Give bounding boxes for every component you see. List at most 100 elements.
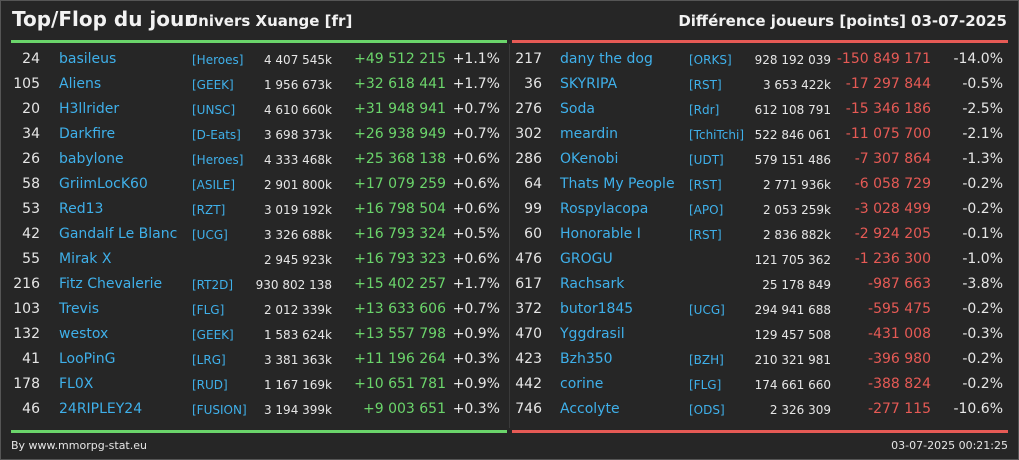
top-player-row: 41 LooPinG [LRG] 3 381 363k +11 196 264 +0.3% — [0, 347, 508, 372]
player-name-link[interactable]: Rospylacopa — [560, 201, 649, 217]
alliance-tag-link[interactable]: [LRG] — [192, 353, 226, 367]
player-name-link[interactable]: OKenobi — [560, 151, 619, 167]
alliance-tag-link[interactable]: [RST] — [689, 178, 722, 192]
alliance-tag-link[interactable]: [FLG] — [192, 303, 225, 317]
player-name-link[interactable]: Bzh350 — [560, 351, 613, 367]
player-name-link[interactable]: Accolyte — [560, 401, 620, 417]
points-difference: +13 557 798 — [354, 326, 446, 342]
alliance-tag-link[interactable]: [UDT] — [689, 153, 724, 167]
alliance-tag-link[interactable]: [GEEK] — [192, 78, 234, 92]
metric-label: Différence joueurs [points] — [678, 12, 906, 30]
alliance-tag-link[interactable]: [BZH] — [689, 353, 724, 367]
player-points: 4 407 545k — [263, 53, 332, 67]
player-name-link[interactable]: FL0X — [59, 376, 94, 392]
player-name-link[interactable]: Mirak X — [59, 251, 112, 267]
flop-player-row: 276 Soda [Rdr] 612 108 791 -15 346 186 -2.5% — [510, 97, 1018, 122]
player-name-link[interactable]: 24RIPLEY24 — [59, 401, 143, 417]
player-name-link[interactable]: butor1845 — [560, 301, 634, 317]
alliance-tag-link[interactable]: [TchiTchi] — [689, 128, 745, 142]
percent-change: +0.3% — [452, 401, 500, 417]
player-name-link[interactable]: Fitz Chevalerie — [59, 276, 163, 292]
points-difference: +11 196 264 — [354, 351, 446, 367]
flop-player-row: 746 Accolyte [ODS] 2 326 309 -277 115 -10.6% — [510, 397, 1018, 422]
player-points: 3 698 373k — [263, 128, 332, 142]
alliance-tag-link[interactable]: [APO] — [689, 203, 724, 217]
player-name-link[interactable]: basileus — [59, 51, 117, 67]
player-name-link[interactable]: Honorable I — [560, 226, 641, 242]
player-name-link[interactable]: dany the dog — [560, 51, 653, 67]
percent-change: -0.1% — [962, 226, 1003, 242]
player-points: 25 178 849 — [762, 278, 831, 292]
player-name-link[interactable]: Darkfire — [59, 126, 116, 142]
alliance-tag-link[interactable]: [ODS] — [689, 403, 725, 417]
points-difference: +16 793 323 — [354, 251, 446, 267]
player-name-link[interactable]: meardin — [560, 126, 618, 142]
percent-change: +1.7% — [452, 276, 500, 292]
percent-change: -14.0% — [953, 51, 1003, 67]
universe-label: Univers Xuange [fr] — [186, 12, 353, 30]
player-points: 210 321 981 — [754, 353, 831, 367]
percent-change: -0.2% — [962, 201, 1003, 217]
alliance-tag-link[interactable]: [FUSION] — [192, 403, 247, 417]
alliance-tag-link[interactable]: [UCG] — [192, 228, 228, 242]
player-name-link[interactable]: Yggdrasil — [560, 326, 625, 342]
player-name-link[interactable]: LooPinG — [59, 351, 116, 367]
player-name-link[interactable]: corine — [560, 376, 604, 392]
generated-timestamp: 03-07-2025 00:21:25 — [891, 439, 1008, 452]
player-points: 174 661 660 — [754, 378, 831, 392]
points-difference: -431 008 — [868, 326, 931, 342]
points-difference: +16 793 324 — [354, 226, 446, 242]
alliance-tag-link[interactable]: [FLG] — [689, 378, 722, 392]
player-name-link[interactable]: Soda — [560, 101, 595, 117]
points-difference: +16 798 504 — [354, 201, 446, 217]
alliance-tag-link[interactable]: [RT2D] — [192, 278, 234, 292]
alliance-tag-link[interactable]: [RUD] — [192, 378, 228, 392]
alliance-tag-link[interactable]: [ASILE] — [192, 178, 235, 192]
player-name-link[interactable]: GROGU — [560, 251, 613, 267]
top-player-row: 42 Gandalf Le Blanc [UCG] 3 326 688k +16 793… — [0, 222, 508, 247]
percent-change: +1.1% — [452, 51, 500, 67]
flop-players-list: 217 dany the dog [ORKS] 928 192 039 -150 849… — [510, 47, 1018, 422]
percent-change: +0.6% — [452, 201, 500, 217]
alliance-tag-link[interactable]: [UCG] — [689, 303, 725, 317]
player-name-link[interactable]: GriimLocK60 — [59, 176, 148, 192]
points-difference: +10 651 781 — [354, 376, 446, 392]
player-name-link[interactable]: Aliens — [59, 76, 102, 92]
alliance-tag-link[interactable]: [RST] — [689, 228, 722, 242]
player-name-link[interactable]: SKYRIPA — [560, 76, 618, 92]
player-points: 2 053 259k — [762, 203, 831, 217]
alliance-tag-link[interactable]: [RST] — [689, 78, 722, 92]
player-rank: 60 — [524, 226, 542, 242]
alliance-tag-link[interactable]: [Heroes] — [192, 153, 244, 167]
points-difference: -595 475 — [868, 301, 931, 317]
player-points: 1 583 624k — [263, 328, 332, 342]
alliance-tag-link[interactable]: [Heroes] — [192, 53, 244, 67]
percent-change: -1.3% — [962, 151, 1003, 167]
player-name-link[interactable]: Thats My People — [560, 176, 675, 192]
player-name-link[interactable]: westox — [59, 326, 109, 342]
percent-change: +1.7% — [452, 76, 500, 92]
alliance-tag-link[interactable]: [GEEK] — [192, 328, 234, 342]
percent-change: +0.9% — [452, 326, 500, 342]
player-name-link[interactable]: Red13 — [59, 201, 104, 217]
player-name-link[interactable]: Rachsark — [560, 276, 625, 292]
percent-change: -2.1% — [962, 126, 1003, 142]
player-name-link[interactable]: Trevis — [59, 301, 100, 317]
player-points: 1 956 673k — [263, 78, 332, 92]
alliance-tag-link[interactable]: [Rdr] — [689, 103, 720, 117]
player-rank: 26 — [22, 151, 40, 167]
top-player-row: 105 Aliens [GEEK] 1 956 673k +32 618 441 +1.7… — [0, 72, 508, 97]
player-rank: 423 — [515, 351, 542, 367]
alliance-tag-link[interactable]: [ORKS] — [689, 53, 732, 67]
player-name-link[interactable]: Gandalf Le Blanc — [59, 226, 178, 242]
percent-change: -1.0% — [962, 251, 1003, 267]
player-rank: 105 — [13, 76, 40, 92]
points-difference: +26 938 949 — [354, 126, 446, 142]
player-name-link[interactable]: H3llrider — [59, 101, 120, 117]
alliance-tag-link[interactable]: [D-Eats] — [192, 128, 241, 142]
player-name-link[interactable]: babylone — [59, 151, 124, 167]
percent-change: +0.9% — [452, 376, 500, 392]
alliance-tag-link[interactable]: [UNSC] — [192, 103, 236, 117]
flop-player-row: 423 Bzh350 [BZH] 210 321 981 -396 980 -0.2% — [510, 347, 1018, 372]
alliance-tag-link[interactable]: [RZT] — [192, 203, 226, 217]
